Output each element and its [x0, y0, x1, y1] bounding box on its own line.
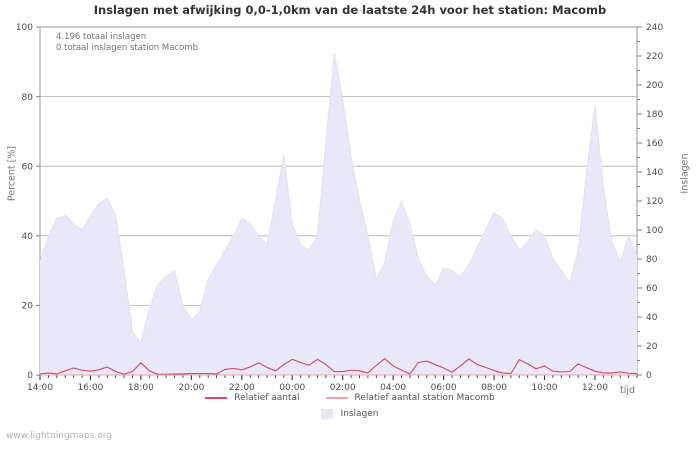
series-area-outline — [39, 53, 638, 345]
x-tick-label: 02:00 — [330, 383, 356, 393]
y-axis-label-left: Percent [%] — [6, 145, 18, 202]
y-tick-label-left: 40 — [22, 232, 34, 242]
x-tick-label: 06:00 — [431, 383, 457, 393]
legend-area-swatch — [321, 409, 334, 419]
legend-label: Inslagen — [340, 409, 379, 419]
x-tick-label: 18:00 — [128, 383, 154, 393]
x-axis-label: tijd — [620, 385, 636, 396]
y-tick-label-right: 240 — [646, 23, 663, 33]
x-tick-label: 00:00 — [279, 383, 305, 393]
y-tick-label-right: 220 — [646, 52, 663, 62]
y-tick-label-left: 100 — [16, 23, 33, 33]
legend-line-swatch — [325, 397, 348, 399]
legend-item-relatief-aantal[interactable]: Relatief aantal — [205, 393, 300, 403]
x-tick-label: 22:00 — [229, 383, 255, 393]
x-tick-label: 12:00 — [582, 383, 608, 393]
legend-line-swatch — [205, 397, 228, 399]
y-tick-label-right: 200 — [646, 81, 663, 91]
y-tick-label-right: 60 — [646, 284, 658, 294]
watermark: www.lightningmaps.org — [6, 431, 112, 441]
legend-label: Relatief aantal station Macomb — [354, 393, 495, 403]
legend-label: Relatief aantal — [234, 393, 300, 403]
y-tick-label-right: 120 — [646, 197, 663, 207]
x-tick-label: 08:00 — [481, 383, 507, 393]
y-tick-label-left: 0 — [27, 371, 33, 381]
y-tick-label-left: 20 — [22, 302, 34, 312]
x-tick-label: 04:00 — [380, 383, 406, 393]
x-tick-label: 14:00 — [27, 383, 53, 393]
x-tick-label: 20:00 — [178, 383, 204, 393]
y-tick-label-right: 0 — [646, 371, 652, 381]
x-tick-label: 10:00 — [532, 383, 558, 393]
legend-item-inslagen[interactable]: Inslagen — [321, 409, 379, 419]
chart-title: Inslagen met afwijking 0,0-1,0km van de … — [93, 3, 607, 17]
y-tick-label-left: 80 — [22, 93, 34, 103]
y-axis-label-right: Inslagen — [679, 153, 691, 194]
chart-legend: Relatief aantal Relatief aantal station … — [0, 390, 700, 422]
legend-row-lines: Relatief aantal Relatief aantal station … — [0, 390, 700, 406]
y-tick-label-right: 80 — [646, 255, 658, 265]
annotation-total: 4.196 totaal inslagen — [56, 32, 146, 42]
annotation-station-total: 0 totaal inslagen station Macomb — [56, 43, 198, 53]
y-tick-label-right: 180 — [646, 110, 663, 120]
y-tick-label-right: 40 — [646, 313, 658, 323]
series-area-inslagen — [40, 53, 637, 375]
y-tick-label-right: 20 — [646, 342, 658, 352]
y-tick-label-right: 160 — [646, 139, 663, 149]
y-tick-label-right: 100 — [646, 226, 663, 236]
y-tick-label-right: 140 — [646, 168, 663, 178]
legend-item-relatief-aantal-station[interactable]: Relatief aantal station Macomb — [325, 393, 495, 403]
series-line-relatief-aantal — [39, 357, 638, 375]
y-tick-label-left: 60 — [22, 162, 34, 172]
x-tick-label: 16:00 — [77, 383, 103, 393]
legend-row-area: Inslagen — [0, 406, 700, 422]
